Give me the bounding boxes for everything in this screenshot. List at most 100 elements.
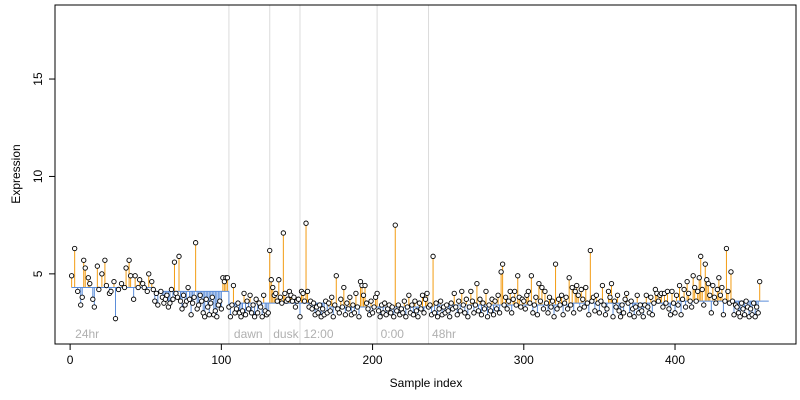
data-point (702, 261, 708, 267)
data-point (130, 296, 137, 302)
data-point (533, 294, 539, 300)
data-point (327, 308, 333, 314)
data-point (560, 312, 566, 318)
data-point (212, 308, 218, 314)
data-point (492, 298, 498, 304)
data-point (728, 269, 734, 275)
data-point (530, 310, 536, 316)
data-point (91, 304, 97, 310)
data-point (127, 273, 134, 279)
data-point (350, 302, 356, 308)
data-point (498, 269, 504, 275)
data-point (383, 312, 389, 318)
data-point (410, 312, 417, 318)
data-point (648, 294, 654, 300)
data-point (515, 273, 521, 279)
data-point (607, 294, 613, 300)
data-point (233, 306, 240, 312)
data-point (239, 308, 246, 314)
data-point (389, 304, 395, 310)
data-point (472, 302, 479, 308)
data-point (513, 302, 519, 308)
data-point (548, 304, 554, 310)
data-point (177, 298, 184, 304)
annotation-label: dawn (234, 327, 263, 341)
data-point (245, 306, 252, 312)
data-point (126, 257, 132, 263)
data-point (522, 306, 528, 312)
data-point (368, 298, 374, 304)
data-point (436, 306, 442, 312)
data-point (684, 279, 690, 285)
data-point (309, 306, 315, 312)
data-point (430, 253, 436, 259)
data-point (304, 288, 311, 295)
data-point (596, 310, 603, 316)
data-point (723, 245, 730, 252)
data-point (171, 259, 178, 265)
data-point (203, 296, 209, 302)
data-point (315, 310, 321, 316)
data-point (72, 245, 78, 252)
data-point (460, 302, 466, 308)
data-point (747, 306, 754, 312)
data-point (708, 310, 714, 316)
data-point (487, 308, 494, 314)
data-point (651, 300, 657, 306)
data-point (737, 314, 743, 320)
data-point (755, 310, 761, 316)
data-point (610, 314, 616, 320)
data-point (273, 290, 279, 296)
annotation-label: 24hr (75, 327, 99, 341)
data-point (277, 294, 283, 300)
data-point (433, 300, 439, 306)
data-point (326, 300, 332, 306)
data-point (320, 306, 326, 312)
data-point (170, 296, 176, 302)
data-point (633, 304, 639, 310)
data-point (504, 306, 510, 312)
data-point (551, 314, 557, 320)
data-point (78, 302, 84, 308)
data-point (118, 280, 125, 287)
data-point (174, 294, 181, 300)
data-point (445, 308, 451, 314)
data-point (518, 304, 524, 310)
data-point (663, 300, 669, 306)
data-point (87, 280, 93, 287)
data-point (224, 275, 231, 281)
data-point (274, 298, 280, 304)
data-point (754, 304, 760, 310)
x-tick-label: 400 (665, 353, 685, 367)
x-tick-label: 100 (211, 353, 231, 367)
data-point (481, 306, 488, 312)
data-point (669, 288, 675, 295)
data-point (604, 306, 610, 312)
data-point (616, 308, 622, 314)
data-point (471, 310, 477, 316)
data-point (295, 296, 302, 302)
data-point (557, 302, 563, 308)
data-point (421, 310, 427, 316)
data-point (542, 288, 548, 295)
data-point (447, 314, 453, 320)
data-point (401, 298, 407, 304)
data-point (248, 310, 255, 316)
data-point (713, 300, 719, 306)
data-point (189, 300, 196, 306)
data-point (149, 279, 155, 285)
data-point (424, 290, 430, 296)
data-point (689, 304, 695, 310)
data-point (666, 306, 672, 312)
data-point (377, 314, 383, 320)
data-point (565, 306, 571, 312)
data-point (102, 257, 108, 263)
data-point (634, 292, 640, 298)
data-point (158, 288, 164, 295)
data-point (336, 310, 342, 316)
data-point (741, 312, 748, 318)
data-point (477, 296, 483, 302)
data-point (707, 292, 713, 298)
data-point (406, 292, 412, 298)
data-point (501, 302, 507, 308)
